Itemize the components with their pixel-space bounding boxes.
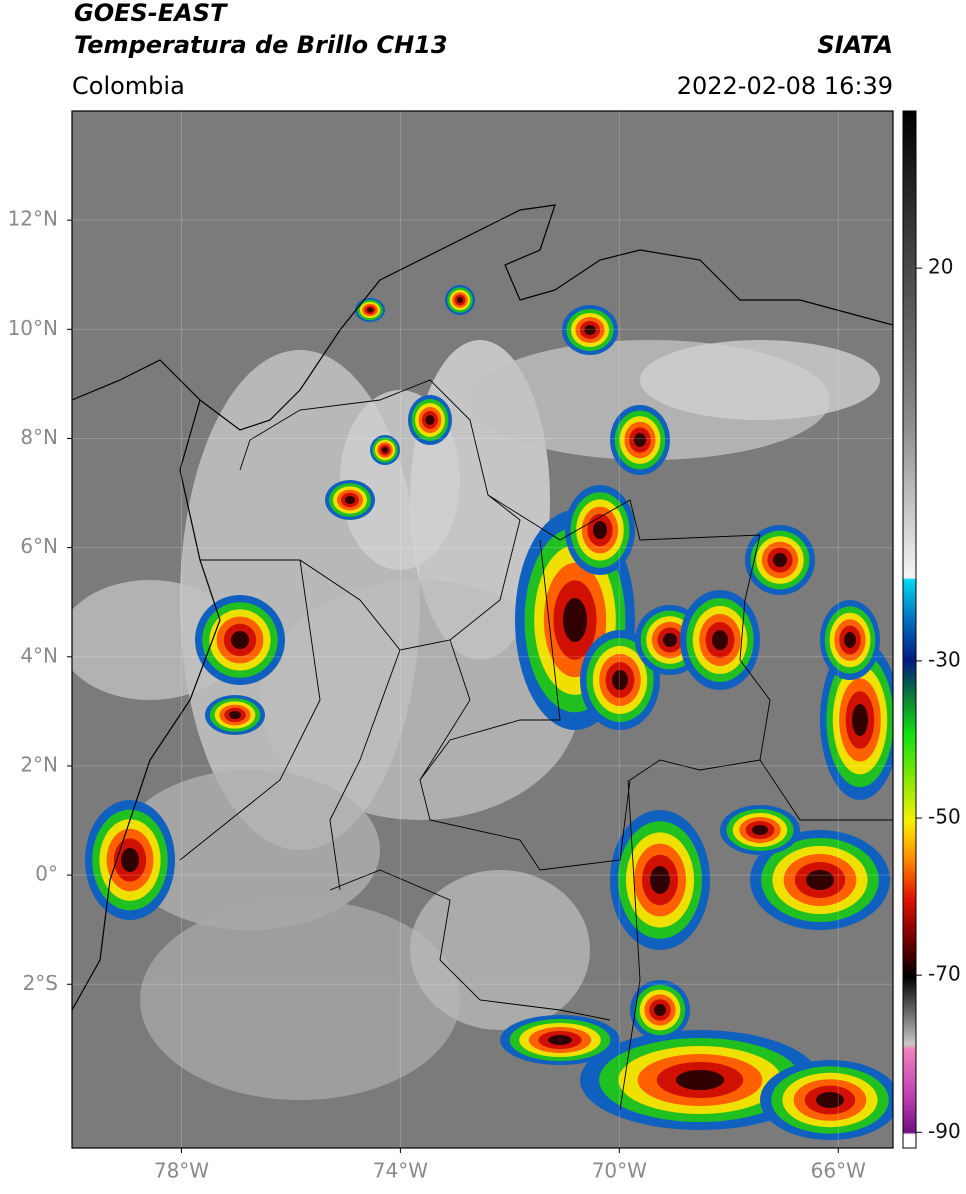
cloud [72,580,240,700]
convective-cell [229,711,241,719]
convective-cell [367,307,373,313]
convective-cell [844,632,856,648]
convective-cell [121,848,139,872]
convective-cell [676,1070,724,1090]
convective-cell [816,1092,844,1108]
convective-cell [654,1004,666,1016]
convective-cell [773,553,787,567]
convective-cell [650,866,670,894]
colorbar-tick-label: 20 [928,255,953,279]
cloud [260,580,580,820]
cloud [640,340,880,420]
convective-cell [425,415,435,425]
convective-cell [593,521,607,539]
colorbar-tick-label: -70 [928,962,961,986]
region: Colombia [72,72,185,100]
convective-cell [752,825,768,835]
subtitle: Temperatura de Brillo CH13 [74,31,448,59]
y-tick-label: 0° [35,862,58,886]
grid: 12°N 10°N 8°N 6°N 4°N 2°N 0° 2°S 78°W 74°W 70°W 66°… [8,111,893,1183]
convective-cell [548,1035,572,1045]
convective-cell [806,870,834,890]
x-tick-label: 74°W [373,1159,428,1183]
x-tick-label: 70°W [592,1159,647,1183]
map-frame [71,110,894,1149]
y-tick-label: 6°N [20,534,58,558]
convective-cell [612,670,628,690]
y-tick-label: 10°N [8,316,58,340]
y-tick-label: 2°N [20,752,58,776]
title: GOES-EAST [74,0,228,27]
datetime: 2022-02-08 16:39 [677,72,893,100]
cloud [410,870,590,1030]
convective-cell [852,704,868,736]
clouds [72,285,893,1140]
x-tick-label: 66°W [811,1159,866,1183]
x-tick-label: 78°W [154,1159,209,1183]
colorbar-tick-label: -50 [928,805,961,829]
convective-cell [345,496,355,504]
source: SIATA [817,31,893,59]
borders [179,379,893,1111]
convective-cell [584,325,596,335]
convective-cell [563,598,587,642]
convective-cell [382,447,388,453]
y-tick-label: 4°N [20,643,58,667]
y-tick-label: 2°S [23,971,58,995]
cloud [120,770,380,930]
colorbar [902,110,917,1149]
convective-cell [663,633,677,647]
convective-cell [634,433,646,447]
coastline [72,204,893,1011]
convective-cell [457,297,463,303]
colorbar-tick-label: -30 [928,647,961,671]
colorbar-tick-label: -90 [928,1119,961,1143]
convective-cell [231,631,249,649]
cloud [140,900,460,1100]
convective-cell [712,630,728,650]
y-tick-label: 8°N [20,425,58,449]
map-image [72,111,893,1148]
y-tick-label: 12°N [8,207,58,231]
